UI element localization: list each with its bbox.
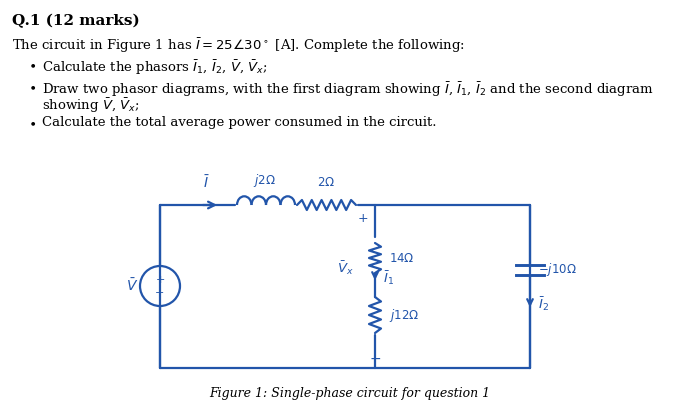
Text: $j12\Omega$: $j12\Omega$ [389,306,419,324]
Text: $j2\Omega$: $j2\Omega$ [253,172,275,189]
Text: $2\Omega$: $2\Omega$ [317,176,335,189]
Text: $-j10\Omega$: $-j10\Omega$ [538,261,577,279]
Text: $\bar{I}_2$: $\bar{I}_2$ [538,295,549,313]
Text: +: + [155,275,164,285]
Text: showing $\bar{V}$, $\bar{V}_x$;: showing $\bar{V}$, $\bar{V}_x$; [42,96,140,115]
Text: $14\Omega$: $14\Omega$ [389,252,414,265]
Text: −: − [155,288,164,298]
Text: The circuit in Figure 1 has $\bar{I} = 25\angle30^\circ$ [A]. Complete the follo: The circuit in Figure 1 has $\bar{I} = 2… [12,36,465,55]
Text: Calculate the phasors $\bar{I}_1$, $\bar{I}_2$, $\bar{V}$, $\bar{V}_x$;: Calculate the phasors $\bar{I}_1$, $\bar… [42,58,267,76]
Text: +: + [358,213,368,225]
Text: $\bullet$: $\bullet$ [28,58,36,71]
Text: $\bar{I}_1$: $\bar{I}_1$ [383,269,394,287]
Text: Figure 1: Single-phase circuit for question 1: Figure 1: Single-phase circuit for quest… [209,387,491,400]
Text: $-$: $-$ [369,351,381,365]
Text: $\bullet$: $\bullet$ [28,80,36,93]
Text: $\bullet$: $\bullet$ [28,116,36,129]
Text: $\bar{I}$: $\bar{I}$ [204,174,211,191]
Text: Calculate the total average power consumed in the circuit.: Calculate the total average power consum… [42,116,437,129]
Text: Draw two phasor diagrams, with the first diagram showing $\bar{I}$, $\bar{I}_1$,: Draw two phasor diagrams, with the first… [42,80,654,99]
Text: $\bar{V}_x$: $\bar{V}_x$ [337,259,354,277]
Text: Q.1 (12 marks): Q.1 (12 marks) [12,14,140,28]
Text: $\bar{V}$: $\bar{V}$ [126,278,138,294]
